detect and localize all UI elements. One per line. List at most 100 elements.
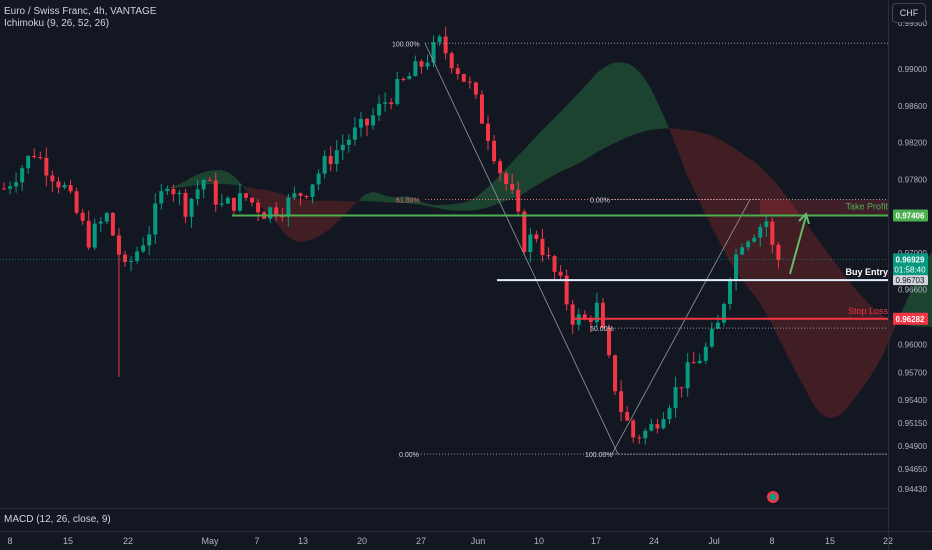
y-tick-label: 0.96600 bbox=[898, 286, 927, 295]
candle-body bbox=[558, 271, 563, 276]
candle-body bbox=[407, 76, 412, 80]
y-tick-label: 0.95700 bbox=[898, 368, 927, 377]
candle-body bbox=[123, 254, 127, 262]
candle-body bbox=[546, 255, 551, 257]
candle-body bbox=[189, 198, 194, 217]
price-tag bbox=[893, 312, 928, 325]
candle-body bbox=[207, 179, 212, 181]
y-tick-label: 0.98600 bbox=[898, 102, 927, 111]
y-tick-label: 0.97800 bbox=[898, 175, 927, 184]
candle-body bbox=[479, 94, 484, 124]
candle-body bbox=[2, 188, 6, 190]
ichimoku-cloud-bullish bbox=[360, 62, 670, 211]
fib-level-label: 0.00% bbox=[399, 452, 419, 459]
candle-body bbox=[437, 36, 442, 43]
countdown-label: 01:58:40 bbox=[894, 265, 926, 274]
candle-body bbox=[413, 61, 418, 77]
x-tick-label: 15 bbox=[825, 536, 835, 546]
candle-body bbox=[365, 118, 369, 126]
fib-trend-line bbox=[611, 199, 751, 455]
candle-body bbox=[740, 247, 745, 255]
x-tick-label: 22 bbox=[123, 536, 133, 546]
y-tick-label: 0.94650 bbox=[898, 465, 927, 474]
candle-body bbox=[298, 193, 303, 196]
candle-body bbox=[274, 207, 279, 217]
candle-body bbox=[14, 182, 19, 187]
price-tag-label: 0.97406 bbox=[896, 211, 925, 220]
time-axis-border bbox=[0, 531, 932, 532]
y-tick-label: 0.94900 bbox=[898, 442, 927, 451]
candle-body bbox=[582, 314, 587, 320]
candle-body bbox=[661, 419, 666, 429]
candle-body bbox=[607, 328, 611, 356]
candle-body bbox=[92, 223, 97, 248]
candle-body bbox=[401, 78, 406, 80]
candle-body bbox=[685, 362, 690, 389]
candle-body bbox=[594, 302, 599, 323]
fib-level-label: 50.00% bbox=[590, 326, 614, 333]
candle-body bbox=[20, 168, 25, 183]
candle-body bbox=[709, 328, 714, 347]
candle-body bbox=[340, 144, 345, 151]
fib-trend-line bbox=[424, 43, 619, 455]
y-tick-label: 0.95150 bbox=[898, 419, 927, 428]
x-tick-label: 8 bbox=[7, 536, 12, 546]
candle-body bbox=[486, 123, 490, 141]
symbol-legend[interactable]: Euro / Swiss Franc, 4h, VANTAGE bbox=[4, 6, 157, 17]
candle-body bbox=[431, 42, 436, 63]
level-annotation: Buy Entry bbox=[845, 267, 888, 277]
candle-body bbox=[728, 280, 732, 304]
take-profit-zone bbox=[760, 199, 888, 216]
candle-body bbox=[8, 186, 13, 189]
candle-body bbox=[44, 157, 49, 176]
candle-body bbox=[195, 189, 200, 199]
candle-body bbox=[98, 221, 103, 224]
x-tick-label: 17 bbox=[591, 536, 601, 546]
candle-body bbox=[213, 180, 218, 205]
candle-body bbox=[649, 424, 654, 431]
x-tick-label: Jul bbox=[708, 536, 720, 546]
candle-body bbox=[570, 304, 575, 325]
candle-body bbox=[371, 115, 376, 126]
candle-body bbox=[280, 216, 285, 218]
candle-body bbox=[310, 184, 315, 197]
event-marker-core bbox=[769, 493, 777, 501]
candle-body bbox=[643, 430, 648, 439]
entry-price-tag bbox=[893, 275, 928, 286]
candle-body bbox=[225, 197, 230, 204]
x-tick-label: 8 bbox=[769, 536, 774, 546]
candle-body bbox=[746, 241, 751, 248]
candle-body bbox=[510, 184, 515, 190]
ichimoku-legend[interactable]: Ichimoku (9, 26, 52, 26) bbox=[4, 18, 110, 29]
macd-legend[interactable]: MACD (12, 26, close, 9) bbox=[4, 514, 111, 525]
candle-body bbox=[268, 207, 273, 219]
candle-body bbox=[237, 193, 242, 211]
candle-body bbox=[625, 412, 630, 421]
level-annotation: Stop Loss bbox=[848, 306, 889, 316]
candle-body bbox=[534, 234, 539, 239]
y-tick-label: 0.95400 bbox=[898, 396, 927, 405]
candle-body bbox=[770, 221, 775, 245]
fib-level-label: 61.80% bbox=[396, 198, 420, 205]
y-tick-label: 0.97000 bbox=[898, 249, 927, 258]
candle-body bbox=[171, 188, 176, 195]
candle-body bbox=[443, 36, 448, 54]
candle-body bbox=[328, 156, 333, 164]
candle-body bbox=[244, 193, 248, 198]
level-annotation: Take Profit bbox=[845, 201, 888, 211]
candle-body bbox=[377, 103, 382, 116]
candle-body bbox=[697, 360, 702, 364]
candle-body bbox=[455, 68, 460, 75]
projection-arrow bbox=[789, 215, 807, 275]
candle-body bbox=[177, 192, 182, 195]
candle-body bbox=[68, 184, 73, 192]
pane-separator[interactable] bbox=[0, 508, 888, 509]
candle-body bbox=[256, 202, 261, 213]
candle-body bbox=[691, 362, 696, 364]
candle-body bbox=[425, 62, 430, 67]
candle-body bbox=[734, 254, 739, 281]
currency-button[interactable]: CHF bbox=[892, 3, 926, 23]
candle-body bbox=[129, 260, 134, 262]
candle-body bbox=[631, 420, 636, 438]
